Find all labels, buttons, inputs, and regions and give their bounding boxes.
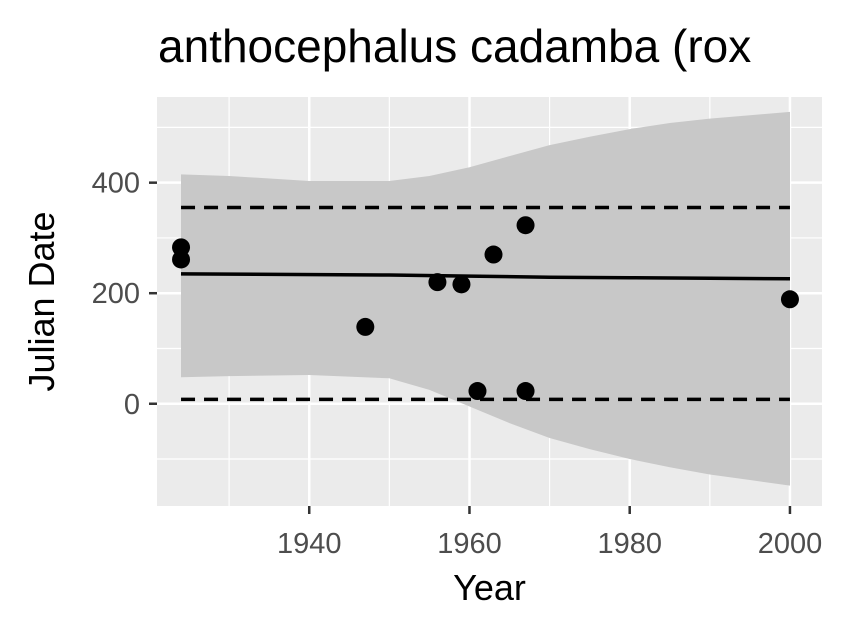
axis-ticks xyxy=(149,181,792,514)
data-point xyxy=(516,216,535,235)
data-point xyxy=(452,275,471,294)
data-point xyxy=(468,382,487,401)
x-tick-label: 1940 xyxy=(277,528,342,560)
fit-line xyxy=(180,272,791,281)
data-point xyxy=(516,382,535,401)
confidence-band xyxy=(181,111,790,486)
data-point xyxy=(356,317,375,336)
y-tick-label: 200 xyxy=(92,278,140,310)
data-point xyxy=(428,273,447,292)
data-point xyxy=(780,290,799,309)
data-point xyxy=(172,250,191,269)
x-tick-label: 2000 xyxy=(758,528,823,560)
y-tick-label: 0 xyxy=(124,389,140,421)
chart-title: anthocephalus cadamba (rox xyxy=(158,20,751,72)
tick-labels: 1940 1960 1980 2000 0 200 400 xyxy=(92,168,823,560)
y-axis-title: Julian Date xyxy=(21,211,62,391)
plot-panel xyxy=(157,97,822,506)
y-tick-label: 400 xyxy=(92,168,140,200)
x-tick-label: 1960 xyxy=(437,528,502,560)
data-points xyxy=(172,216,799,401)
x-axis-title: Year xyxy=(453,567,526,608)
x-tick-label: 1980 xyxy=(597,528,662,560)
data-point xyxy=(484,245,503,264)
